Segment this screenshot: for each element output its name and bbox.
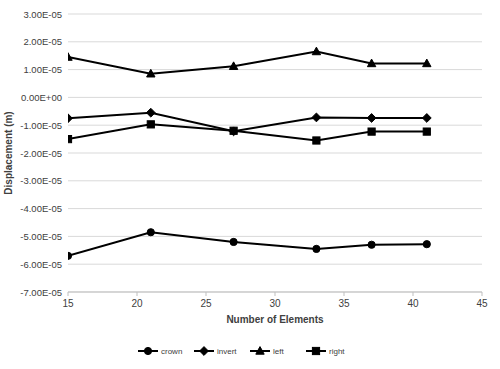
x-tick: [137, 292, 138, 296]
grid-line: [68, 264, 482, 265]
marker: [312, 47, 320, 55]
marker: [68, 114, 72, 123]
y-tick-label: 1.00E-05: [23, 64, 62, 75]
marker: [146, 108, 155, 117]
x-tick: [482, 292, 483, 296]
y-tick-label: -3.00E-05: [20, 175, 62, 186]
x-tick-label: 25: [200, 298, 212, 309]
x-tick: [68, 292, 69, 296]
x-tick: [344, 292, 345, 296]
legend-marker: [144, 347, 151, 354]
y-tick-label: -6.00E-05: [20, 259, 62, 270]
x-axis-title: Number of Elements: [226, 314, 324, 325]
marker: [68, 136, 72, 143]
legend-label: crown: [161, 347, 182, 356]
grid-line: [68, 97, 482, 98]
legend-marker: [256, 347, 264, 355]
marker: [368, 128, 375, 135]
marker: [423, 128, 430, 135]
legend-label: invert: [217, 347, 237, 356]
y-tick-label: 0.00E+00: [21, 92, 62, 103]
y-tick-label: -7.00E-05: [20, 287, 62, 298]
marker: [312, 113, 321, 122]
marker: [368, 241, 375, 248]
grid-line: [68, 41, 482, 42]
legend-marker: [312, 347, 319, 354]
legend: crown invert left right: [138, 347, 345, 356]
grid-line: [68, 153, 482, 154]
series-line: [68, 232, 427, 256]
marker: [147, 69, 155, 77]
x-tick-label: 20: [131, 298, 143, 309]
series-line: [68, 124, 427, 140]
series-line: [68, 52, 427, 74]
x-tick-label: 45: [476, 298, 488, 309]
marker: [230, 238, 237, 245]
x-tick: [413, 292, 414, 296]
marker: [423, 59, 431, 67]
grid-line: [68, 236, 482, 237]
marker: [147, 229, 154, 236]
x-tick: [275, 292, 276, 296]
y-tick-label: 2.00E-05: [23, 36, 62, 47]
marker: [313, 245, 320, 252]
grid-line: [68, 14, 482, 15]
marker: [147, 121, 154, 128]
marker: [229, 127, 238, 136]
marker: [367, 114, 376, 123]
marker: [230, 127, 237, 134]
marker: [422, 114, 431, 123]
y-tick-label: -4.00E-05: [20, 203, 62, 214]
grid-line: [68, 208, 482, 209]
x-tick-label: 40: [407, 298, 419, 309]
chart: -7.00E-05 -6.00E-05 -5.00E-05 -4.00E-05 -3.0…: [0, 0, 500, 369]
x-tick-label: 15: [62, 298, 74, 309]
plot-area: [68, 47, 431, 259]
legend-marker: [200, 347, 209, 356]
y-tick-label: -1.00E-05: [20, 120, 62, 131]
marker: [367, 59, 375, 67]
marker: [68, 252, 72, 259]
x-tick-label: 30: [269, 298, 281, 309]
grid-line: [68, 180, 482, 181]
marker: [313, 137, 320, 144]
y-tick-label: -5.00E-05: [20, 231, 62, 242]
legend-label: left: [273, 347, 284, 356]
legend-label: right: [329, 347, 345, 356]
x-tick: [206, 292, 207, 296]
y-axis-title: Displacement (m): [3, 111, 14, 194]
x-tick-label: 35: [338, 298, 350, 309]
y-tick-label: -2.00E-05: [20, 148, 62, 159]
y-tick-label: 3.00E-05: [23, 9, 62, 20]
marker: [423, 241, 430, 248]
marker: [68, 53, 72, 61]
marker: [229, 62, 237, 70]
